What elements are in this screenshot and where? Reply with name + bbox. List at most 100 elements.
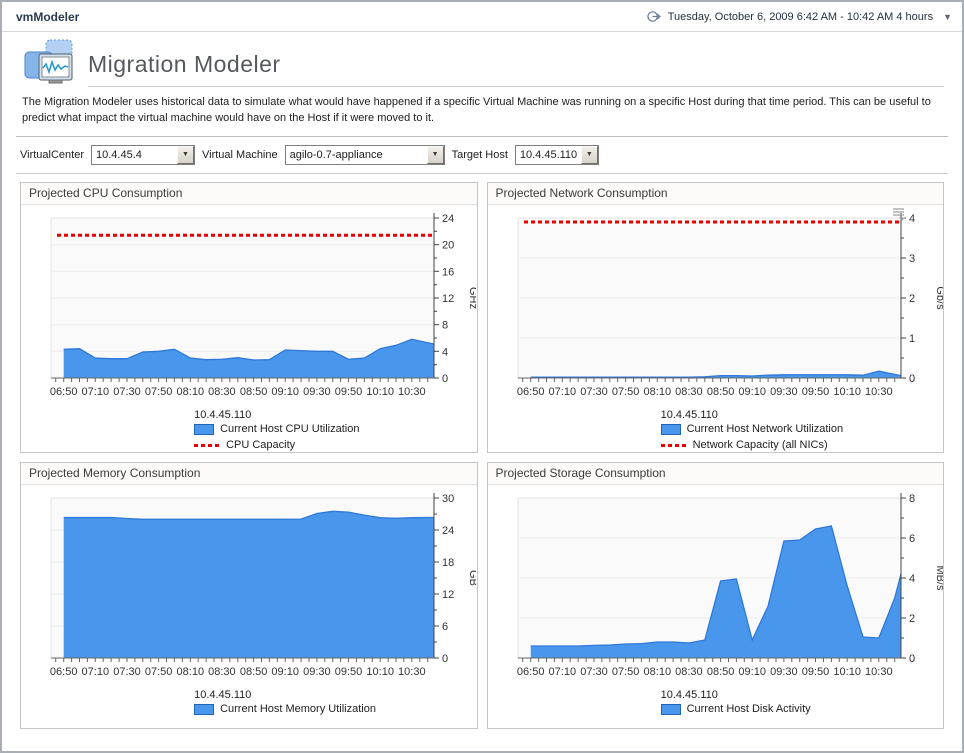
- series-swatch-icon: [194, 703, 215, 715]
- svg-text:10:10: 10:10: [833, 386, 861, 398]
- svg-text:09:30: 09:30: [770, 386, 798, 398]
- timeframe-picker[interactable]: Tuesday, October 6, 2009 6:42 AM - 10:42…: [647, 10, 952, 23]
- svg-text:2: 2: [909, 293, 915, 305]
- svg-text:0: 0: [909, 373, 915, 385]
- svg-text:08:30: 08:30: [675, 386, 703, 398]
- svg-text:Gb/s: Gb/s: [934, 286, 943, 310]
- svg-text:06:50: 06:50: [50, 386, 78, 398]
- svg-text:09:50: 09:50: [801, 666, 829, 678]
- svg-text:10:30: 10:30: [398, 666, 426, 678]
- svg-text:09:10: 09:10: [738, 666, 766, 678]
- svg-text:07:10: 07:10: [82, 666, 110, 678]
- storage-chart-legend: Current Host Disk Activity: [488, 703, 944, 716]
- chart-options-menu-icon[interactable]: [891, 207, 907, 226]
- panel-title: Projected Network Consumption: [487, 182, 943, 205]
- svg-text:09:10: 09:10: [272, 666, 300, 678]
- svg-text:08:50: 08:50: [240, 666, 268, 678]
- svg-text:3: 3: [909, 253, 915, 265]
- svg-text:08:30: 08:30: [675, 666, 703, 678]
- svg-text:07:50: 07:50: [612, 386, 640, 398]
- svg-text:08:50: 08:50: [707, 386, 735, 398]
- svg-text:09:50: 09:50: [335, 386, 363, 398]
- clock-arrow-icon: [647, 11, 661, 22]
- svg-text:09:30: 09:30: [770, 666, 798, 678]
- legend-label: Current Host CPU Utilization: [220, 422, 360, 435]
- network-chart: 0 1 2 3 4 Gb/s 06:50 07:10 07:30 07:50 08:10 08:30 0…: [517, 212, 943, 398]
- legend-label: CPU Capacity: [226, 438, 296, 451]
- svg-text:10:10: 10:10: [367, 386, 395, 398]
- storage-chart: 0 2 4 6 8 MB/s 06:50 07:10 07:30 07:50 08:10 08:30 0…: [517, 492, 943, 678]
- panel-title: Projected Storage Consumption: [487, 462, 943, 485]
- top-header-bar: vmModeler Tuesday, October 6, 2009 6:42 …: [2, 2, 962, 32]
- memory-chart-panel: Projected Memory Consumption 0 6 12 18 24 30 G…: [20, 461, 478, 729]
- host-label: 10.4.45.110: [194, 408, 252, 421]
- svg-text:08:10: 08:10: [643, 386, 671, 398]
- svg-text:6: 6: [442, 621, 448, 633]
- svg-text:4: 4: [909, 213, 915, 225]
- svg-text:0: 0: [442, 373, 448, 385]
- page-title: Migration Modeler: [88, 51, 281, 77]
- virtual-machine-select[interactable]: agilo-0.7-appliance ▼: [284, 144, 445, 165]
- divider: [16, 172, 948, 174]
- host-label: 10.4.45.110: [660, 408, 718, 421]
- capacity-swatch-icon: [660, 443, 687, 447]
- virtualcenter-select[interactable]: 10.4.45.4 ▼: [91, 144, 195, 165]
- svg-text:08:30: 08:30: [208, 666, 236, 678]
- svg-text:09:50: 09:50: [801, 386, 829, 398]
- target-host-select[interactable]: 10.4.45.110 ▼: [514, 144, 599, 165]
- svg-text:12: 12: [442, 293, 454, 305]
- svg-text:0: 0: [909, 653, 915, 665]
- dropdown-arrow-icon[interactable]: ▼: [177, 145, 194, 164]
- legend-item: Current Host Memory Utilization: [194, 703, 476, 716]
- svg-text:07:30: 07:30: [113, 666, 141, 678]
- capacity-swatch-icon: [194, 443, 221, 447]
- svg-text:08:50: 08:50: [240, 386, 268, 398]
- svg-text:4: 4: [442, 346, 448, 358]
- svg-text:24: 24: [442, 213, 454, 225]
- virtual-machine-label: Virtual Machine: [202, 148, 278, 161]
- network-chart-legend: Current Host Network Utilization Network …: [488, 423, 944, 452]
- page-title-row: Migration Modeler: [2, 32, 962, 87]
- legend-item: CPU Capacity: [194, 439, 476, 452]
- timeframe-caret-icon[interactable]: ▼: [943, 11, 952, 22]
- host-label: 10.4.45.110: [194, 688, 252, 701]
- dropdown-arrow-icon[interactable]: ▼: [426, 145, 444, 164]
- legend-label: Current Host Disk Activity: [686, 702, 811, 715]
- svg-text:4: 4: [909, 573, 915, 585]
- dropdown-arrow-icon[interactable]: ▼: [580, 145, 598, 164]
- svg-text:MB/s: MB/s: [934, 565, 943, 591]
- timeframe-label: Tuesday, October 6, 2009 6:42 AM - 10:42…: [667, 10, 934, 23]
- svg-text:07:50: 07:50: [612, 666, 640, 678]
- storage-chart-panel: Projected Storage Consumption 0 2 4 6 8 MB/s 0…: [486, 461, 944, 729]
- svg-text:07:30: 07:30: [580, 666, 608, 678]
- charts-grid: Projected CPU Consumption 0 4 8 12 16 20 24 GHz…: [20, 181, 944, 729]
- svg-text:12: 12: [442, 589, 454, 601]
- virtualcenter-label: VirtualCenter: [20, 148, 84, 161]
- svg-text:09:30: 09:30: [303, 666, 331, 678]
- svg-text:07:50: 07:50: [145, 666, 173, 678]
- svg-text:09:30: 09:30: [303, 386, 331, 398]
- svg-text:30: 30: [442, 493, 454, 505]
- legend-item: Current Host Disk Activity: [660, 702, 943, 716]
- svg-text:07:10: 07:10: [548, 666, 576, 678]
- svg-text:07:30: 07:30: [580, 386, 608, 398]
- panel-title: Projected Memory Consumption: [21, 462, 477, 485]
- memory-chart-body: 0 6 12 18 24 30 GB 06:50 07:10 07:30 07:50 08:10 08:…: [21, 485, 477, 716]
- svg-text:07:30: 07:30: [113, 386, 141, 398]
- legend-label: Current Host Network Utilization: [686, 422, 844, 435]
- svg-text:08:10: 08:10: [643, 666, 671, 678]
- host-label: 10.4.45.110: [660, 688, 718, 701]
- target-host-label: Target Host: [451, 148, 508, 161]
- svg-text:10:30: 10:30: [865, 386, 893, 398]
- svg-text:10:30: 10:30: [398, 386, 426, 398]
- virtual-machine-select-value: agilo-0.7-appliance: [289, 148, 383, 161]
- legend-item: Current Host Network Utilization: [660, 422, 943, 436]
- svg-text:07:10: 07:10: [548, 386, 576, 398]
- svg-text:09:50: 09:50: [335, 666, 363, 678]
- svg-text:GHz: GHz: [467, 287, 476, 309]
- series-swatch-icon: [660, 423, 681, 435]
- series-swatch-icon: [194, 423, 215, 435]
- network-chart-body: 0 1 2 3 4 Gb/s 06:50 07:10 07:30 07:50 08:10 08:30 0…: [488, 205, 944, 452]
